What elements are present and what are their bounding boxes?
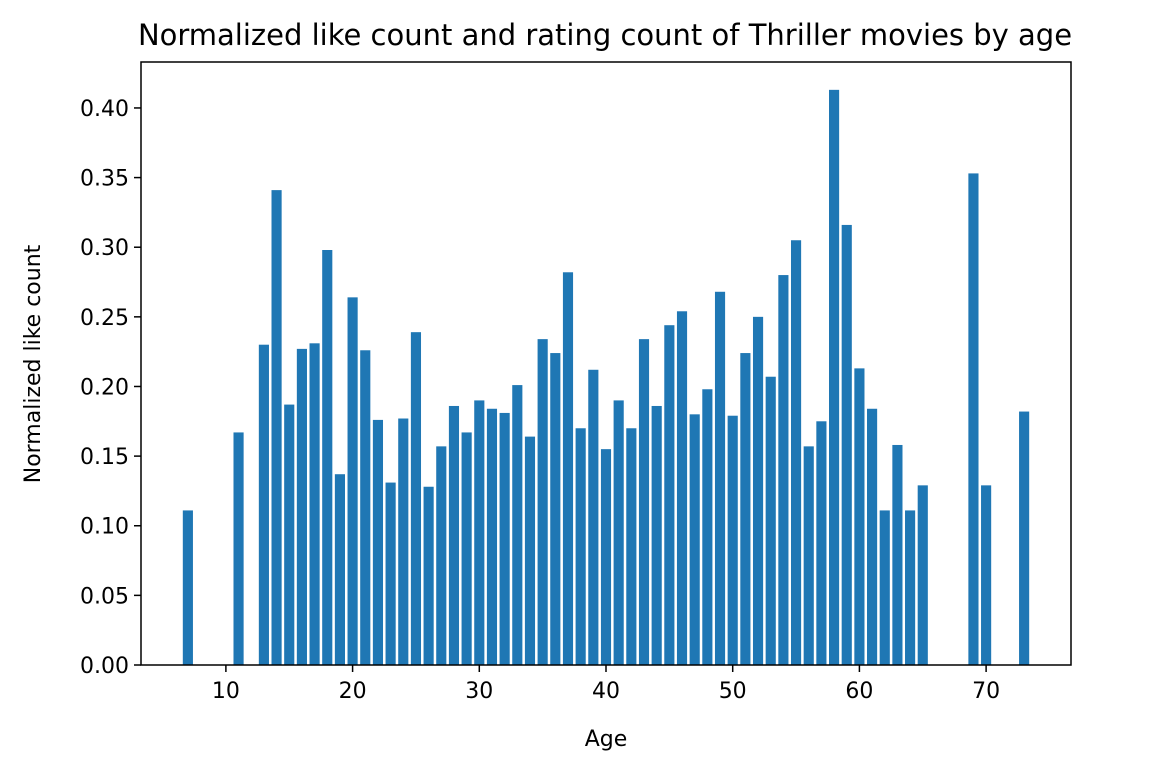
bar-age-60 — [854, 368, 865, 665]
bar-age-28 — [448, 405, 460, 665]
x-tick-label: 60 — [845, 679, 873, 704]
bar-age-26 — [423, 486, 434, 665]
bar-age-34 — [524, 436, 536, 665]
bar-age-73 — [1019, 411, 1030, 665]
bar-age-51 — [740, 353, 751, 665]
bar-age-19 — [334, 474, 345, 665]
bar-age-61 — [867, 408, 878, 665]
x-tick-label: 50 — [719, 679, 747, 704]
bar-age-37 — [562, 272, 574, 665]
bar-age-49 — [714, 291, 726, 665]
bar-age-70 — [981, 485, 992, 665]
y-tick-label: 0.05 — [80, 584, 129, 609]
bar-age-56 — [803, 446, 814, 665]
x-axis-label: Age — [585, 727, 628, 752]
bar-age-43 — [638, 339, 650, 665]
bar-age-33 — [512, 385, 523, 665]
y-tick-label: 0.00 — [80, 654, 129, 679]
chart-title: Normalized like count and rating count o… — [138, 18, 1072, 52]
bar-age-39 — [588, 369, 599, 665]
bars-group — [182, 89, 1030, 666]
bar-age-30 — [474, 400, 485, 665]
bar-age-21 — [360, 350, 371, 665]
bar-age-7 — [182, 510, 193, 665]
bar-age-69 — [968, 173, 979, 665]
x-tick-label: 40 — [592, 679, 620, 704]
bar-age-16 — [296, 348, 307, 665]
x-tick-label: 70 — [972, 679, 1000, 704]
bar-age-38 — [575, 428, 586, 665]
bar-age-18 — [322, 250, 333, 665]
bar-age-55 — [790, 240, 802, 665]
x-axis-ticks: 10 20 30 40 50 60 70 — [212, 665, 1000, 704]
bar-age-20 — [347, 297, 358, 665]
x-tick-label: 10 — [212, 679, 240, 704]
bar-age-46 — [676, 311, 688, 665]
bar-age-17 — [309, 343, 320, 665]
bar-age-47 — [689, 414, 700, 665]
bar-age-48 — [702, 389, 713, 665]
y-tick-label: 0.25 — [80, 306, 129, 331]
bar-age-23 — [385, 482, 396, 665]
plot-frame — [140, 61, 1072, 666]
bar-age-14 — [271, 190, 282, 665]
bar-age-50 — [727, 415, 738, 665]
bar-age-22 — [372, 419, 384, 665]
bar-age-36 — [550, 353, 561, 665]
bar-age-24 — [398, 418, 409, 665]
y-tick-label: 0.10 — [80, 515, 129, 540]
bar-age-54 — [778, 275, 789, 665]
bar-age-45 — [664, 325, 675, 665]
bar-age-64 — [905, 510, 916, 665]
y-tick-label: 0.15 — [80, 445, 129, 470]
bar-age-41 — [613, 400, 624, 665]
y-axis-ticks: 0.00 0.05 0.10 0.15 0.20 0.25 0.30 0.35 0.40 — [80, 97, 141, 679]
bar-age-52 — [752, 316, 764, 665]
bar-age-32 — [499, 412, 510, 665]
y-tick-label: 0.30 — [80, 236, 129, 261]
bar-age-35 — [537, 339, 548, 665]
bar-age-13 — [258, 344, 269, 665]
bar-age-62 — [879, 510, 890, 665]
bar-age-63 — [892, 444, 903, 665]
x-tick-label: 20 — [339, 679, 367, 704]
y-tick-label: 0.35 — [80, 167, 129, 192]
bar-age-57 — [816, 421, 827, 665]
bar-age-31 — [486, 408, 498, 665]
bar-age-27 — [436, 446, 447, 665]
bar-age-25 — [410, 332, 422, 665]
bar-age-44 — [651, 405, 662, 665]
bar-age-40 — [600, 449, 612, 665]
bar-age-29 — [461, 432, 472, 665]
bar-age-53 — [765, 376, 776, 665]
y-tick-label: 0.40 — [80, 97, 129, 122]
bar-age-58 — [829, 89, 840, 666]
bar-age-15 — [284, 404, 295, 665]
y-tick-label: 0.20 — [80, 375, 129, 400]
bar-age-11 — [233, 432, 244, 665]
x-tick-label: 30 — [465, 679, 493, 704]
y-axis-label: Normalized like count — [21, 244, 46, 483]
bar-age-42 — [626, 428, 637, 665]
bar-age-59 — [841, 224, 852, 665]
bar-age-65 — [917, 485, 928, 665]
